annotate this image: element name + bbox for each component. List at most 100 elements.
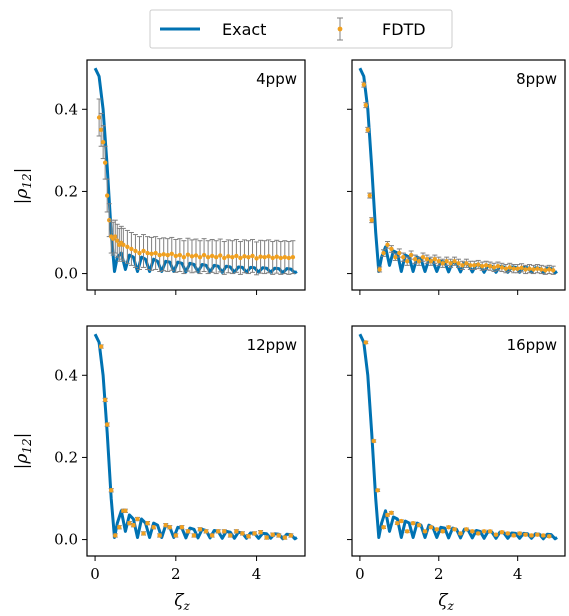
- fdtd-point: [440, 258, 446, 268]
- fdtd-marker: [177, 252, 183, 258]
- fdtd-marker: [266, 254, 271, 259]
- fdtd-marker: [511, 266, 516, 271]
- fdtd-marker: [185, 529, 191, 534]
- fdtd-point: [227, 533, 233, 538]
- fdtd-point: [452, 256, 458, 266]
- fdtd-point: [392, 253, 398, 261]
- fdtd-point: [130, 522, 136, 528]
- fdtd-marker: [179, 525, 185, 530]
- fdtd-point: [153, 236, 159, 270]
- fdtd-marker: [258, 529, 263, 535]
- fdtd-marker: [276, 533, 281, 538]
- fdtd-point: [507, 262, 513, 273]
- fdtd-marker: [125, 244, 130, 250]
- fdtd-marker: [201, 252, 207, 258]
- fdtd-marker: [145, 250, 150, 256]
- fdtd-marker: [157, 533, 162, 538]
- fdtd-marker: [282, 535, 288, 540]
- fdtd-point: [523, 532, 529, 537]
- fdtd-marker: [481, 529, 487, 534]
- fdtd-point: [523, 264, 529, 275]
- fdtd-point: [209, 238, 215, 273]
- fdtd-marker: [393, 254, 398, 260]
- fdtd-point: [422, 529, 428, 534]
- fdtd-point: [416, 522, 422, 528]
- fdtd-marker: [375, 488, 380, 493]
- fdtd-point: [394, 520, 400, 526]
- fdtd-point: [245, 534, 251, 539]
- fdtd-point: [388, 510, 394, 516]
- fdtd-point: [475, 259, 481, 270]
- fdtd-marker: [181, 254, 187, 260]
- fdtd-point: [141, 531, 147, 536]
- fdtd-marker: [258, 254, 263, 259]
- plot-area: [93, 333, 298, 541]
- fdtd-marker: [361, 82, 367, 87]
- fdtd-point: [463, 258, 469, 268]
- fdtd-point: [258, 239, 264, 274]
- fdtd-marker: [511, 533, 516, 538]
- fdtd-marker: [456, 261, 461, 266]
- fdtd-point: [233, 529, 239, 534]
- fdtd-point: [440, 529, 446, 534]
- fdtd-point: [493, 532, 499, 537]
- fdtd-marker: [452, 527, 457, 532]
- fdtd-point: [116, 525, 122, 530]
- fdtd-point: [167, 525, 173, 530]
- fdtd-point: [241, 239, 247, 274]
- fdtd-point: [181, 240, 187, 275]
- fdtd-point: [469, 529, 475, 534]
- fdtd-point: [527, 264, 532, 274]
- fdtd-point: [193, 238, 199, 273]
- fdtd-point: [122, 508, 128, 514]
- fdtd-marker: [444, 259, 449, 264]
- fdtd-point: [98, 344, 104, 349]
- fdtd-point: [124, 229, 130, 264]
- plot-area: [358, 333, 558, 541]
- fdtd-point: [215, 529, 221, 534]
- fdtd-point: [136, 236, 142, 270]
- fdtd-point: [540, 533, 546, 538]
- fdtd-point: [404, 529, 410, 534]
- fdtd-marker: [547, 534, 552, 539]
- fdtd-point: [483, 260, 489, 270]
- fdtd-marker: [133, 248, 138, 254]
- fdtd-point: [185, 237, 191, 272]
- fdtd-point: [381, 249, 387, 257]
- fdtd-marker: [197, 527, 203, 532]
- fdtd-point: [173, 238, 179, 273]
- fdtd-marker: [363, 340, 369, 345]
- fdtd-point: [398, 518, 404, 524]
- fdtd-point: [209, 533, 215, 538]
- fdtd-point: [385, 512, 390, 518]
- fdtd-marker: [173, 533, 179, 538]
- fdtd-point: [112, 533, 118, 538]
- fdtd-marker: [98, 127, 104, 133]
- fdtd-marker: [157, 252, 162, 258]
- fdtd-marker: [270, 532, 275, 537]
- fdtd-marker: [165, 252, 170, 258]
- fdtd-point: [252, 531, 258, 536]
- fdtd-marker: [115, 238, 120, 243]
- fdtd-point: [534, 532, 540, 537]
- fdtd-marker: [185, 252, 191, 257]
- fdtd-marker: [151, 525, 156, 530]
- fdtd-point: [428, 525, 434, 530]
- fdtd-point: [151, 525, 157, 530]
- fdtd-point: [463, 527, 469, 532]
- fdtd-marker: [270, 255, 275, 261]
- fdtd-point: [459, 260, 465, 270]
- fdtd-marker: [483, 263, 489, 268]
- fdtd-point: [282, 240, 288, 275]
- exact-line: [93, 333, 298, 541]
- fdtd-marker: [127, 520, 132, 526]
- fdtd-marker: [113, 234, 118, 239]
- fdtd-point: [519, 263, 525, 273]
- fdtd-marker: [446, 525, 451, 530]
- fdtd-marker: [264, 535, 269, 540]
- fdtd-point: [191, 533, 197, 538]
- fdtd-point: [371, 438, 377, 444]
- fdtd-point: [365, 126, 371, 133]
- fdtd-point: [377, 266, 383, 273]
